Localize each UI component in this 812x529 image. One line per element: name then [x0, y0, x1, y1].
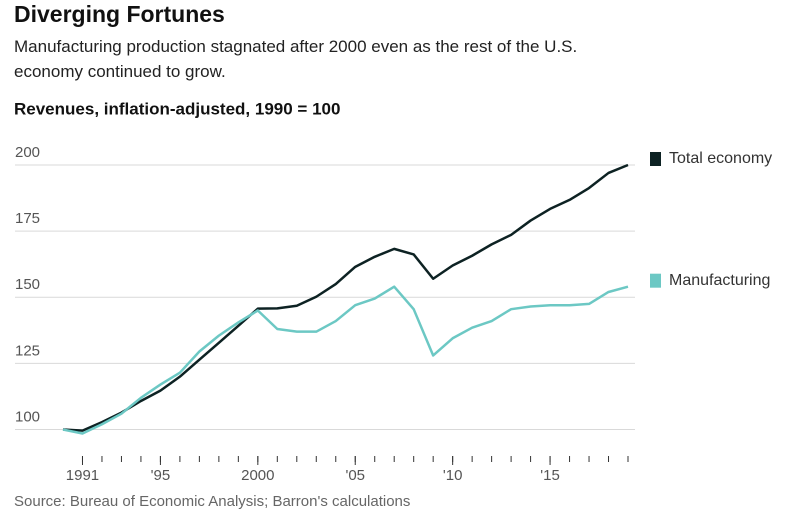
y-tick-label: 175	[15, 210, 40, 227]
chart-title: Diverging Fortunes	[14, 1, 225, 27]
y-tick-label: 150	[15, 276, 40, 293]
y-tick-label: 100	[15, 409, 40, 426]
legend-label: Total economy	[669, 150, 772, 167]
y-axis-label: Revenues, inflation-adjusted, 1990 = 100	[14, 99, 340, 118]
y-tick-label: 200	[15, 144, 40, 161]
x-tick-label: 2000	[241, 467, 274, 484]
legend-swatch	[650, 152, 661, 166]
x-tick-label: '10	[443, 467, 463, 484]
legend-swatch	[650, 273, 661, 288]
legend-label: Manufacturing	[669, 272, 770, 289]
y-tick-label: 125	[15, 342, 40, 359]
data-line	[62, 163, 629, 432]
x-tick-label: '05	[345, 467, 365, 484]
x-tick-label: 1991	[66, 467, 99, 484]
source-note: Source: Bureau of Economic Analysis; Bar…	[14, 493, 410, 510]
chart-subtitle: Manufacturing production stagnated after…	[14, 37, 577, 81]
x-tick-label: '15	[540, 467, 560, 484]
data-line	[62, 285, 629, 435]
x-tick-label: '95	[151, 467, 171, 484]
